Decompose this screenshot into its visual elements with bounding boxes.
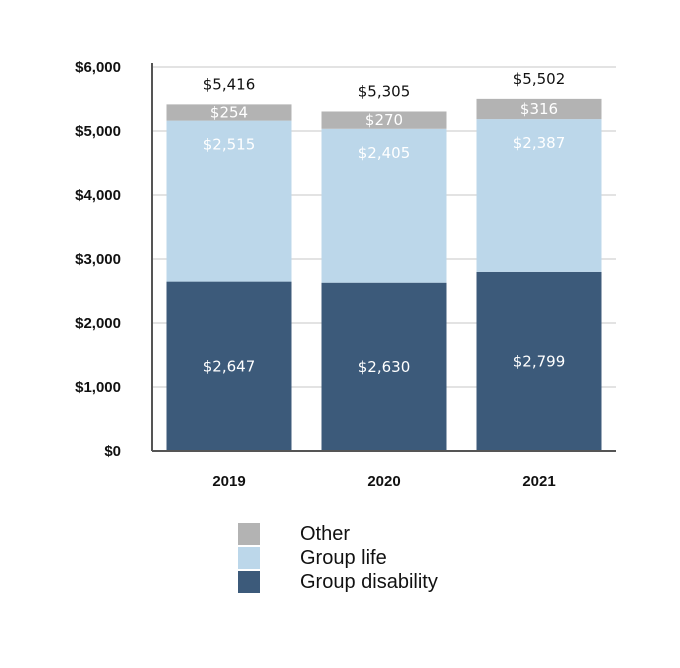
data-label-group-disability: $2,799 — [513, 352, 566, 370]
bar-segment-group-life — [321, 128, 447, 283]
bar-segment-group-disability — [476, 271, 602, 451]
total-label: $5,416 — [203, 75, 256, 93]
data-label-group-life: $2,405 — [358, 144, 411, 162]
y-tick-label: $1,000 — [75, 379, 121, 396]
bar-segment-group-life — [476, 119, 602, 272]
x-tick-label: 2020 — [367, 473, 400, 490]
bar-segment-other — [476, 98, 602, 120]
bar-segment-other — [166, 104, 292, 121]
legend-item-other: Other — [238, 522, 438, 546]
y-tick-label: $3,000 — [75, 251, 121, 268]
legend-label-other: Other — [300, 522, 351, 545]
data-label-group-disability: $2,647 — [203, 357, 256, 375]
x-tick-label: 2019 — [212, 473, 245, 490]
y-tick-label: $0 — [104, 443, 121, 460]
data-label-group-life: $2,387 — [513, 134, 566, 152]
data-label-group-life: $2,515 — [203, 136, 256, 154]
stacked-bar-chart: $0 $1,000 $2,000 $3,000 $4,000 $5,000 $6,000 $2… — [75, 59, 616, 490]
y-tick-label: $6,000 — [75, 59, 121, 76]
bar-segment-group-life — [166, 120, 292, 282]
legend-swatch-group-disability — [238, 571, 260, 593]
bars — [166, 98, 602, 451]
legend-item-group-disability: Group disability — [238, 570, 438, 594]
legend-swatch-other — [238, 523, 260, 545]
y-tick-label: $4,000 — [75, 187, 121, 204]
data-label-other: $254 — [210, 104, 248, 122]
data-label-other: $316 — [520, 100, 558, 118]
legend-label-group-disability: Group disability — [300, 570, 438, 593]
data-label-group-disability: $2,630 — [358, 358, 411, 376]
axes — [151, 63, 616, 452]
legend-label-group-life: Group life — [300, 546, 387, 569]
total-label: $5,305 — [358, 82, 411, 100]
total-label: $5,502 — [513, 70, 566, 88]
legend: Other Group life Group disability — [238, 522, 438, 594]
y-tick-label: $5,000 — [75, 123, 121, 140]
bar-segment-group-disability — [166, 281, 292, 451]
bar-segment-other — [321, 111, 447, 129]
y-tick-label: $2,000 — [75, 315, 121, 332]
labels: $0 $1,000 $2,000 $3,000 $4,000 $5,000 $6,000 $2… — [75, 59, 565, 490]
x-tick-label: 2021 — [522, 473, 555, 490]
data-label-other: $270 — [365, 111, 403, 129]
legend-item-group-life: Group life — [238, 546, 438, 570]
legend-swatch-group-life — [238, 547, 260, 569]
bar-segment-group-disability — [321, 282, 447, 451]
